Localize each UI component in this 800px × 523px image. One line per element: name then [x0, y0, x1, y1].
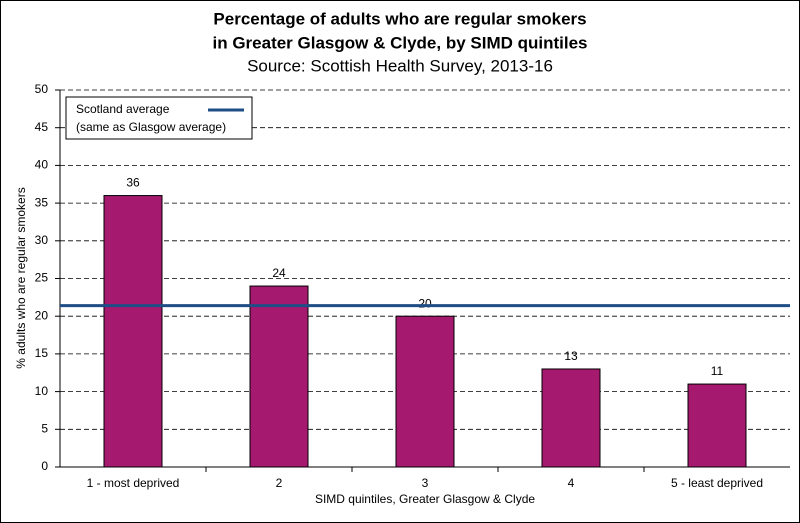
chart-title: Percentage of adults who are regular smo…	[213, 9, 586, 28]
value-label: 24	[272, 266, 286, 280]
chart-title: in Greater Glasgow & Clyde, by SIMD quin…	[212, 33, 587, 52]
bar	[395, 315, 455, 468]
bar	[541, 368, 601, 468]
y-tick-label: 35	[35, 195, 49, 209]
y-tick-label: 5	[41, 421, 48, 435]
legend-box	[65, 96, 253, 140]
bar	[103, 195, 163, 468]
x-tick-label: 3	[422, 476, 429, 490]
legend-label: (same as Glasgow average)	[76, 120, 226, 134]
value-label: 20	[418, 296, 432, 310]
chart-subtitle: Source: Scottish Health Survey, 2013-16	[247, 56, 553, 75]
y-tick-label: 40	[35, 158, 49, 172]
bar	[249, 285, 309, 468]
legend-label: Scotland average	[76, 102, 170, 116]
x-tick-label: 1 - most deprived	[87, 476, 180, 490]
y-tick-label: 25	[35, 271, 49, 285]
value-label: 11	[711, 364, 724, 378]
y-tick-label: 20	[35, 308, 49, 322]
x-axis-title: SIMD quintiles, Greater Glasgow & Clyde	[315, 492, 535, 506]
y-tick-label: 15	[35, 346, 49, 360]
y-tick-label: 45	[35, 120, 49, 134]
y-tick-label: 50	[35, 82, 49, 96]
x-tick-label: 5 - least deprived	[671, 476, 763, 490]
x-tick-label: 4	[568, 476, 575, 490]
bar	[687, 383, 747, 468]
y-tick-label: 0	[41, 459, 48, 473]
value-label: 13	[564, 349, 578, 363]
y-tick-label: 30	[35, 233, 49, 247]
y-axis-title: % adults who are regular smokers	[14, 187, 28, 368]
value-label: 36	[126, 176, 140, 190]
y-tick-label: 10	[35, 384, 49, 398]
x-tick-label: 2	[276, 476, 283, 490]
